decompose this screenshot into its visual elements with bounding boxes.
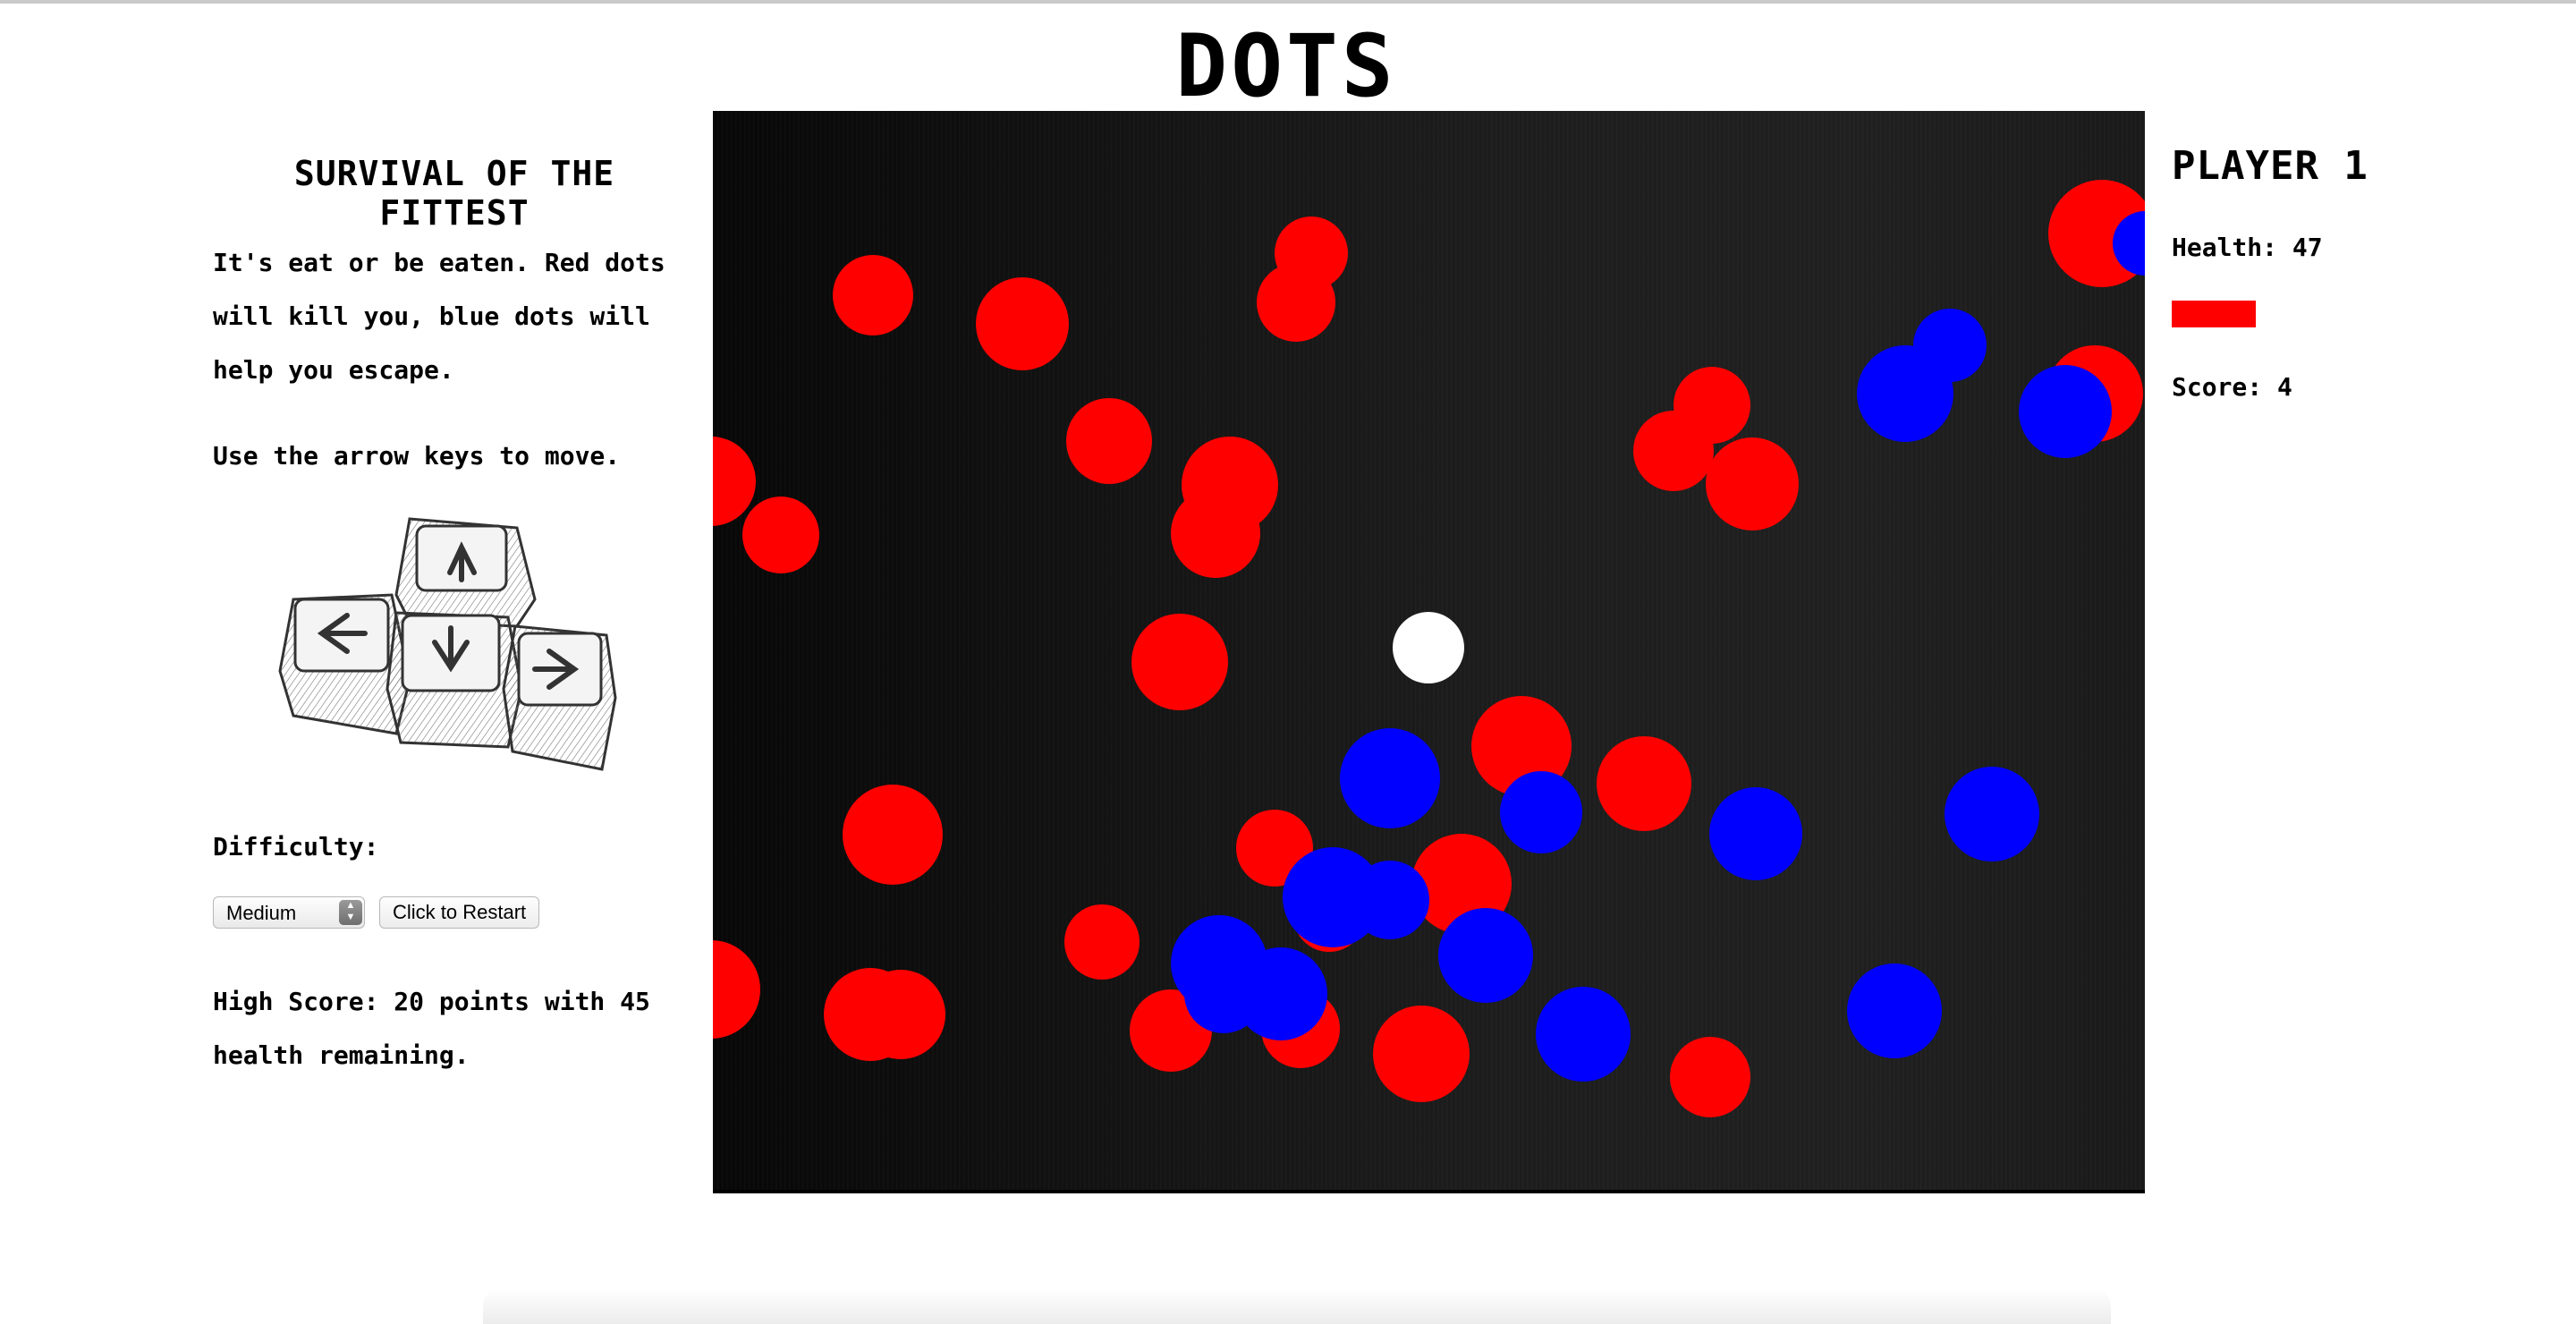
window-top-border (0, 0, 2576, 4)
difficulty-selected-value: Medium (226, 902, 297, 924)
blue-dot (1709, 787, 1802, 880)
blue-dot (1340, 728, 1440, 828)
down-arrow-key (386, 611, 523, 749)
red-dot (1131, 614, 1228, 710)
red-dot (713, 437, 756, 526)
red-dot (1373, 1006, 1470, 1102)
high-score-text: High Score: 20 points with 45 health rem… (213, 987, 650, 1070)
game-title: DOTS (1175, 16, 1397, 116)
red-dot (742, 496, 819, 573)
red-dot (1706, 437, 1799, 530)
red-dot (1633, 411, 1714, 491)
red-dot (1064, 904, 1140, 980)
blue-dot (1500, 771, 1582, 853)
red-dot (1670, 1037, 1750, 1117)
difficulty-label: Difficulty: (213, 832, 379, 861)
score-readout: Score: 4 (2172, 372, 2292, 402)
restart-button[interactable]: Click to Restart (379, 896, 540, 929)
red-dot (1171, 488, 1260, 578)
left-arrow-key (278, 593, 411, 735)
up-arrow-key (394, 517, 537, 628)
controls-text: Use the arrow keys to move. (213, 441, 621, 471)
game-controls: Medium ▲ ▼ Click to Restart (213, 896, 540, 929)
dots-layer (713, 180, 2145, 1117)
arrow-keys-illustration (275, 510, 624, 778)
red-dot (833, 255, 913, 335)
health-bar-fill (2172, 301, 2256, 327)
player-dot (1393, 612, 1464, 683)
intro-text: It's eat or be eaten. Red dots will kill… (213, 248, 665, 385)
blue-dot (1847, 963, 1942, 1058)
red-dot (1257, 263, 1335, 342)
right-arrow-key (502, 624, 617, 771)
red-dot (856, 970, 945, 1059)
blue-dot (2113, 211, 2145, 276)
red-dot (843, 785, 943, 885)
health-readout: Health: 47 (2172, 233, 2323, 262)
instructions-panel: SURVIVAL OF THE FITTEST It's eat or be e… (213, 143, 696, 1070)
instructions-heading: SURVIVAL OF THE FITTEST (293, 154, 615, 233)
blue-dot (1945, 767, 2039, 861)
difficulty-select[interactable]: Medium ▲ ▼ (213, 896, 365, 929)
red-dot (713, 940, 760, 1039)
window-bottom-shadow (483, 1288, 2111, 1324)
player-title: PLAYER 1 (2172, 143, 2368, 189)
select-stepper-icon: ▲ ▼ (339, 900, 362, 925)
blue-dot (1857, 345, 1953, 442)
blue-dot (2019, 365, 2112, 458)
red-dot (1471, 696, 1572, 796)
health-bar (2172, 301, 2351, 327)
game-board[interactable] (713, 111, 2145, 1193)
player-panel: PLAYER 1 Health: 47 Score: 4 (2172, 143, 2547, 402)
blue-dot (1351, 861, 1429, 939)
blue-dot (1234, 947, 1327, 1040)
red-dot (1597, 736, 1691, 831)
blue-dot (1536, 987, 1631, 1082)
red-dot (976, 277, 1069, 370)
blue-dot (1438, 908, 1533, 1003)
red-dot (1066, 398, 1152, 484)
